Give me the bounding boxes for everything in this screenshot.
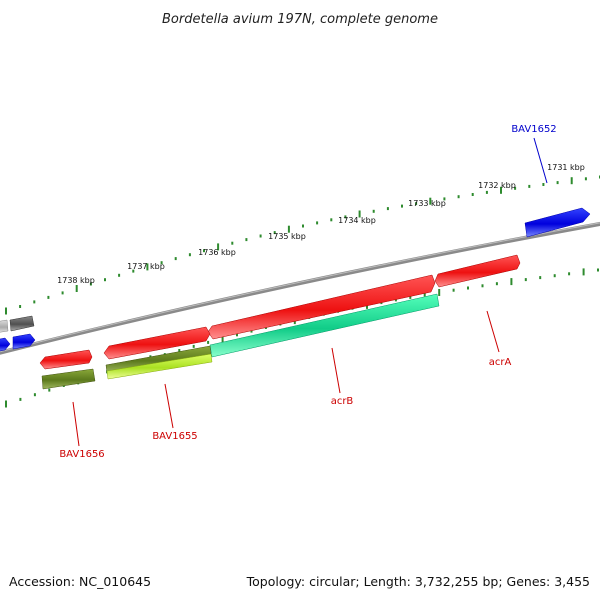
leader-BAV1656 xyxy=(72,401,80,447)
label-BAV1656[interactable]: BAV1656 xyxy=(59,449,104,460)
leader-BAV1655 xyxy=(164,383,174,429)
feature-track xyxy=(41,293,440,390)
scale-label-1732: 1732 kbp xyxy=(478,181,516,190)
gene-partial-lightgray[interactable] xyxy=(0,319,9,333)
label-BAV1652[interactable]: BAV1652 xyxy=(511,124,556,135)
genome-backbone-highlight xyxy=(0,222,600,353)
label-acrA[interactable]: acrA xyxy=(489,357,512,368)
scale-labels: 1738 kbp 1737 kbp 1736 kbp 1735 kbp 1734… xyxy=(57,163,585,285)
genome-backbone xyxy=(0,221,600,355)
gene-BAV1656-forward[interactable] xyxy=(39,349,93,370)
gene-acrA-forward[interactable] xyxy=(434,254,521,288)
gene-partial-gray[interactable] xyxy=(9,315,35,332)
feature-BAV1656-olive[interactable] xyxy=(41,368,96,390)
label-BAV1655[interactable]: BAV1655 xyxy=(152,431,197,442)
scale-label-1735: 1735 kbp xyxy=(268,232,306,241)
inner-tick-track xyxy=(5,268,599,408)
scale-label-1738: 1738 kbp xyxy=(57,276,95,285)
forward-strand-genes xyxy=(0,207,591,370)
gene-partial-blue-right[interactable] xyxy=(12,333,36,350)
feature-BAV1655-lime[interactable] xyxy=(106,353,213,380)
accession-text: Accession: NC_010645 xyxy=(9,574,151,589)
scale-label-1733: 1733 kbp xyxy=(408,199,446,208)
feature-acrB-teal[interactable] xyxy=(209,293,440,358)
gene-BAV1655-forward[interactable] xyxy=(103,326,211,360)
gene-partial-blue-left[interactable] xyxy=(0,337,11,352)
label-acrB[interactable]: acrB xyxy=(331,396,354,407)
gene-BAV1652[interactable] xyxy=(524,207,591,238)
gene-labels: BAV1652 acrA acrB BAV1655 BAV1656 xyxy=(59,124,556,460)
genome-summary-text: Topology: circular; Length: 3,732,255 bp… xyxy=(246,574,590,589)
scale-label-1736: 1736 kbp xyxy=(198,248,236,257)
leader-BAV1652 xyxy=(533,137,548,184)
leader-acrB xyxy=(331,347,341,394)
outer-scale-ruler xyxy=(5,175,600,315)
scale-label-1737: 1737 kbp xyxy=(127,262,165,271)
scale-label-1731: 1731 kbp xyxy=(547,163,585,172)
map-title: Bordetella avium 197N, complete genome xyxy=(162,12,438,27)
scale-label-1734: 1734 kbp xyxy=(338,216,376,225)
leader-acrA xyxy=(486,310,500,353)
